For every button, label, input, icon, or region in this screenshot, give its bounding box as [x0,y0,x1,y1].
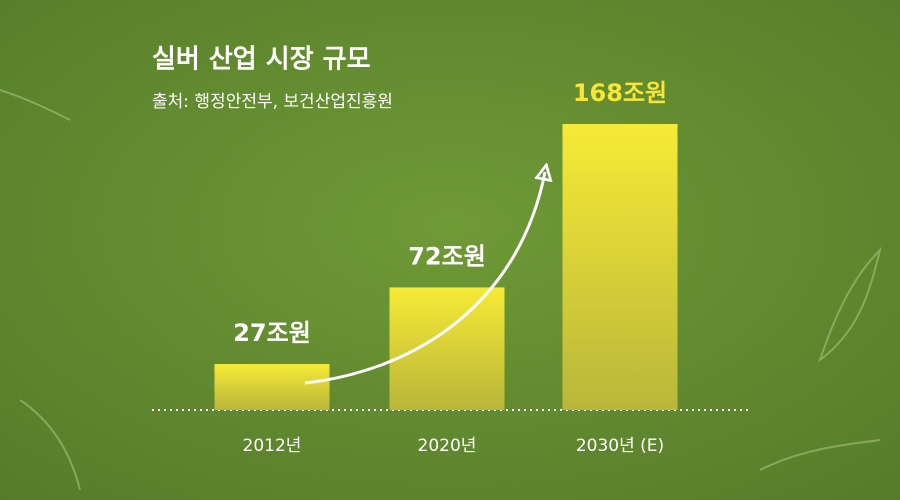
x-tick-label: 2030년 (E) [576,436,664,456]
value-label: 27조원 [233,319,311,347]
bar [389,287,505,410]
bar [562,124,678,410]
chart-title: 실버 산업 시장 규모 [152,45,371,75]
trend-arrow [304,172,545,385]
value-label: 72조원 [408,242,486,270]
value-label: 168조원 [573,79,667,107]
x-tick-label: 2012년 [243,436,302,456]
x-tick-label: 2020년 [418,436,477,456]
leaf-decoration [0,89,882,491]
chart-subtitle: 출처: 행정안전부, 보건산업진흥원 [152,92,393,112]
bar [214,364,330,410]
